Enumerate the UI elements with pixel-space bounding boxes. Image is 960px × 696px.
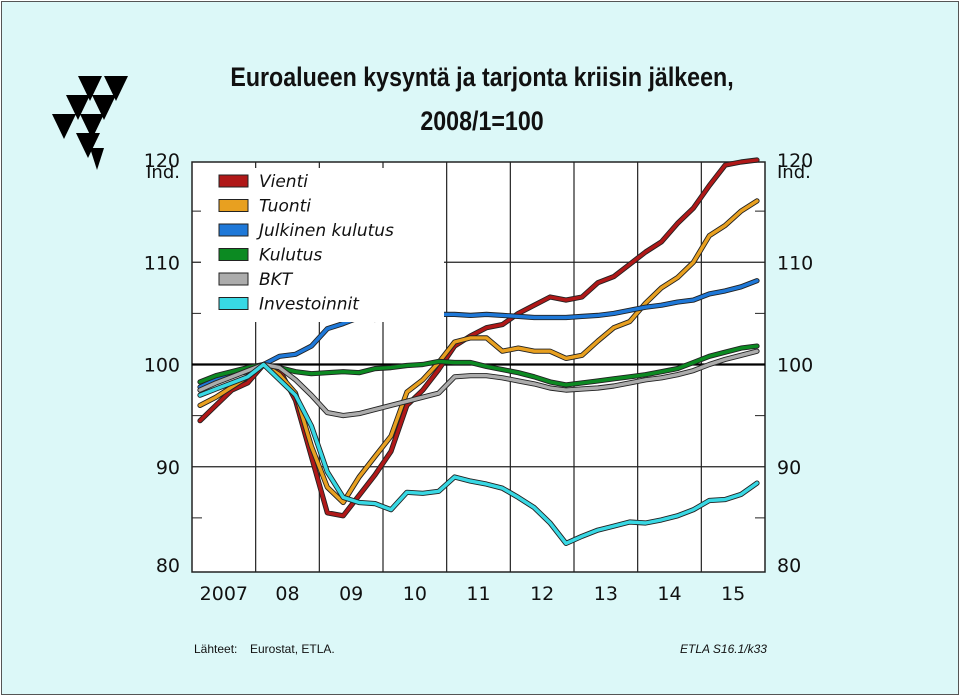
legend-label: Julkinen kulutus [256,221,394,241]
legend-swatch [218,223,249,237]
y-unit-left: Ind. [146,162,180,183]
x-tick-label: 2007 [200,583,248,605]
y-tick-right: 110 [777,252,813,274]
legend-label: Kulutus [259,246,322,266]
y-tick-left: 90 [156,457,180,479]
legend-label: BKT [259,270,294,290]
etla-triangles-logo [52,76,128,170]
legend-label: Tuonti [259,197,311,217]
series-line-kulutus [198,344,759,387]
y-tick-left: 110 [144,252,180,274]
series-line-investoinnit [198,362,759,546]
chart-code: ETLA S16.1/k33 [680,642,767,656]
y-tick-right: 120 [777,150,813,172]
y-tick-left: 80 [156,555,180,577]
x-tick-label: 14 [657,583,681,605]
x-tick-label: 11 [466,583,490,605]
y-unit-right: Ind. [777,162,811,183]
legend-swatch [218,297,249,310]
x-tick-label: 09 [339,583,363,605]
series-lines [197,157,760,547]
legend-label: Investoinnit [259,295,360,315]
legend-swatch [218,174,249,188]
series-line-bkt [198,349,759,418]
x-tick-label: 08 [275,583,299,605]
legend-swatch [218,272,249,286]
legend-swatch [218,248,249,261]
series-line-julkinen-kulutus [198,279,759,389]
x-tick-label: 12 [530,583,554,605]
legend: Vienti Tuonti Julkinen kulutus Kulutus BKT In… [201,168,444,322]
y-tick-left: 120 [144,150,180,172]
y-tick-right: 90 [777,457,801,479]
x-tick-label: 13 [594,583,618,605]
legend-box [201,168,444,322]
sources-text: Eurostat, ETLA. [250,642,335,656]
legend-label: Vienti [259,172,308,192]
x-tick-label: 10 [403,583,427,605]
sources-label: Lähteet: [194,642,238,656]
x-tick-label: 15 [721,583,745,605]
y-tick-left: 100 [144,355,180,377]
chart-subtitle: 2008/1=100 [420,106,544,136]
y-tick-right: 80 [777,555,801,577]
y-tick-right: 100 [777,355,813,377]
chart-title: Euroalueen kysyntä ja tarjonta kriisin j… [230,62,734,92]
legend-swatch [218,199,249,212]
